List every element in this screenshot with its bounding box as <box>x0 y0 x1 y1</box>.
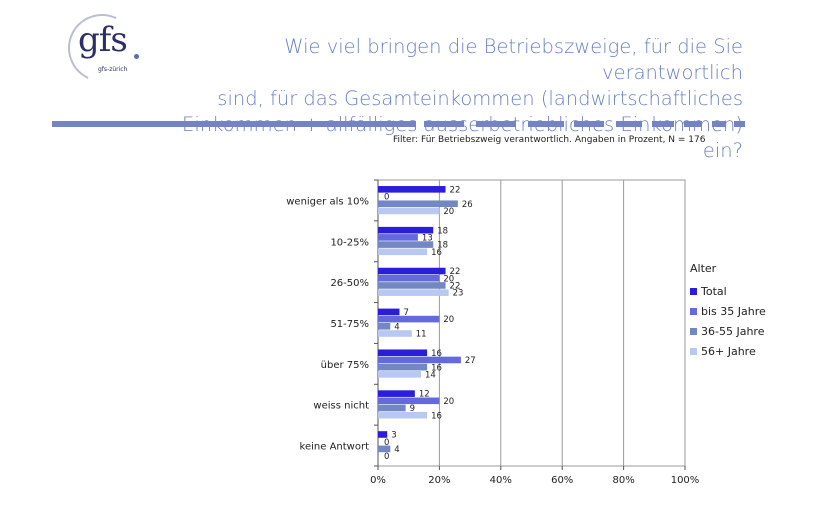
data-label: 9 <box>410 404 415 414</box>
legend: Alter Total bis 35 Jahre 36-55 Jahre 56+… <box>690 262 766 361</box>
data-label: 20 <box>443 397 454 407</box>
data-label: 11 <box>416 330 427 340</box>
legend-swatch-bis-35 <box>690 307 697 315</box>
bar <box>378 356 461 364</box>
x-tick-label: 20% <box>428 475 450 486</box>
bar <box>378 226 434 234</box>
category-label: 26-50% <box>330 278 369 289</box>
bar <box>378 349 428 357</box>
bar <box>378 323 391 330</box>
category-label: keine Antwort <box>300 442 370 453</box>
bar <box>378 274 440 282</box>
category-label: weniger als 10% <box>286 196 369 207</box>
data-label: 7 <box>403 308 408 318</box>
x-tick-label: 100% <box>671 475 700 486</box>
bar <box>378 234 418 241</box>
legend-label-56-plus: 56+ Jahre <box>701 344 756 358</box>
bar <box>378 330 412 337</box>
data-label: 23 <box>453 289 464 299</box>
x-tick-label: 80% <box>612 475 634 486</box>
x-tick-label: 0% <box>370 475 386 486</box>
bar <box>378 363 428 371</box>
data-label: 18 <box>437 226 448 236</box>
data-label: 14 <box>425 370 436 380</box>
logo-dot <box>134 54 139 59</box>
bar <box>378 371 421 378</box>
legend-title: Alter <box>690 262 717 275</box>
data-label: 26 <box>462 200 473 210</box>
data-label: 20 <box>443 274 454 284</box>
legend-swatch-36-55 <box>690 327 697 335</box>
data-label: 20 <box>443 315 454 325</box>
bar <box>378 315 440 323</box>
category-label: 10-25% <box>330 237 369 248</box>
bar <box>378 445 391 453</box>
gfs-logo: gfs gfs-zürich <box>58 4 150 92</box>
legend-label-bis-35: bis 35 Jahre <box>701 304 766 318</box>
legend-item-total: Total <box>690 281 766 301</box>
x-tick-label: 60% <box>551 475 573 486</box>
data-label: 0 <box>384 193 389 203</box>
logo-word: gfs <box>78 20 128 60</box>
legend-swatch-56-plus <box>690 347 697 355</box>
data-label-bg <box>382 438 392 445</box>
category-label: über 75% <box>321 360 369 371</box>
filter-note: Filter: Für Betriebszweig verantwortlich… <box>393 135 706 145</box>
data-label-bg <box>382 193 392 200</box>
data-label: 4 <box>394 445 399 455</box>
title-line-1: Wie viel bringen die Betriebszweige, für… <box>284 35 743 84</box>
x-tick-label: 40% <box>490 475 512 486</box>
bar <box>378 248 428 256</box>
data-label: 12 <box>419 390 430 400</box>
data-label-bg <box>382 452 392 460</box>
data-label: 27 <box>465 356 476 366</box>
dashed-divider <box>52 121 745 127</box>
bar <box>378 207 440 215</box>
data-label: 3 <box>391 431 396 441</box>
bar <box>378 200 458 208</box>
legend-label-total: Total <box>701 284 727 298</box>
bar <box>378 241 434 248</box>
bar <box>378 431 388 438</box>
data-label: 4 <box>394 322 399 332</box>
category-label: weiss nicht <box>313 401 369 412</box>
data-label: 0 <box>384 452 389 462</box>
data-label: 22 <box>450 267 461 277</box>
bar <box>378 282 446 289</box>
bar <box>378 411 428 419</box>
data-label: 16 <box>431 363 442 373</box>
legend-item-36-55: 36-55 Jahre <box>690 321 766 341</box>
legend-swatch-total <box>690 287 697 295</box>
legend-label-36-55: 36-55 Jahre <box>701 324 765 338</box>
bar <box>378 308 400 316</box>
bar <box>378 404 406 412</box>
category-label: 51-75% <box>330 319 369 330</box>
data-label: 22 <box>450 185 461 195</box>
bar <box>378 390 415 397</box>
data-label: 16 <box>431 248 442 258</box>
bar <box>378 186 446 193</box>
data-label: 0 <box>384 438 389 448</box>
data-label: 13 <box>422 233 433 243</box>
data-label: 16 <box>431 411 442 421</box>
bar <box>378 289 449 296</box>
bar <box>378 397 440 405</box>
data-label: 18 <box>437 241 448 251</box>
logo-subtext: gfs-zürich <box>98 66 128 73</box>
legend-item-bis-35: bis 35 Jahre <box>690 301 766 321</box>
bar <box>378 267 446 275</box>
plot-area <box>377 179 686 467</box>
legend-item-56-plus: 56+ Jahre <box>690 341 766 361</box>
data-label: 22 <box>450 282 461 292</box>
title-line-2: sind, für das Gesamteinkommen (landwirts… <box>217 87 743 110</box>
data-label: 16 <box>431 349 442 359</box>
data-label: 20 <box>443 207 454 217</box>
